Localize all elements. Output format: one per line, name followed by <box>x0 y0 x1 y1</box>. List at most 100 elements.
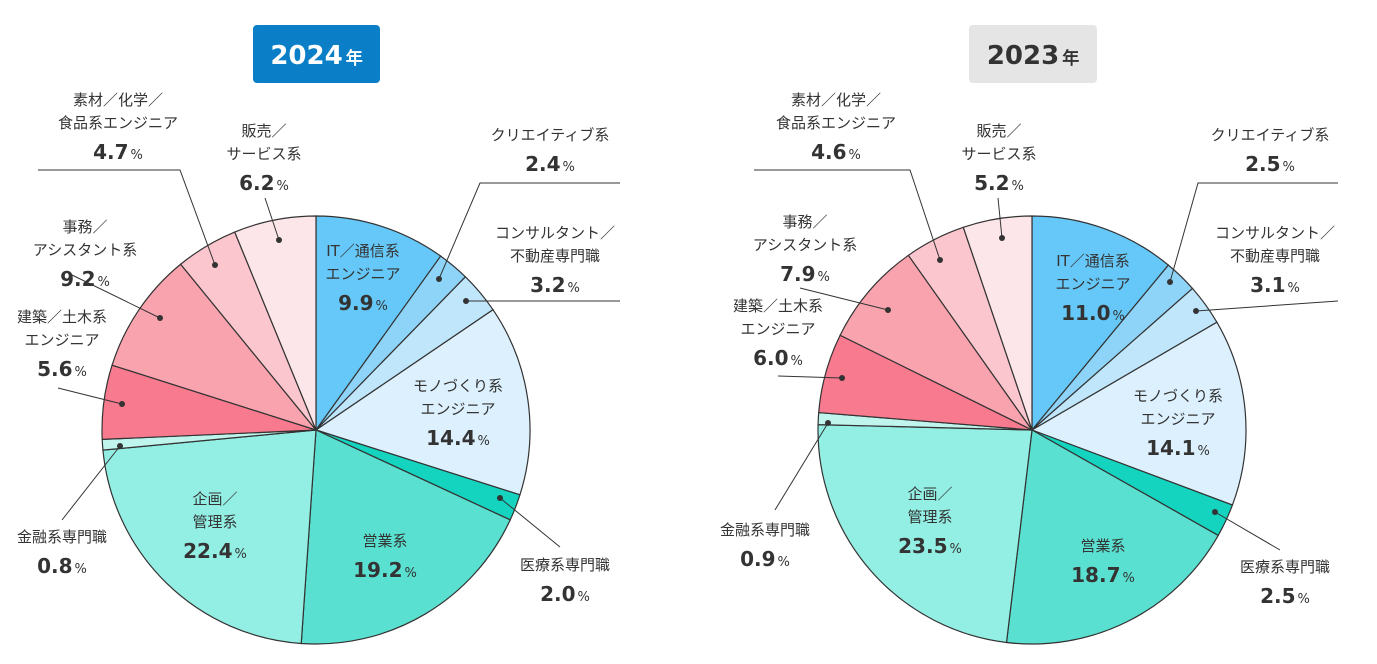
slice-value-it: 11.0% <box>1061 301 1125 325</box>
slice-label-office: 事務／ <box>782 213 827 231</box>
slice-label-monozukuri: モノづくり系 <box>413 377 503 395</box>
slice-label-medical: 医療系専門職 <box>520 556 610 574</box>
leader-dot <box>212 262 218 268</box>
pie-slice-monozukuri <box>314 308 531 496</box>
leader-dot <box>1193 308 1199 314</box>
slice-label-it: IT／通信系 <box>1056 252 1130 270</box>
leader-dot <box>463 298 469 304</box>
leader-dot <box>436 276 442 282</box>
slice-label-finance: 金融系専門職 <box>17 528 107 546</box>
leader-line <box>38 169 216 266</box>
slice-label-it: エンジニア <box>325 265 400 283</box>
slice-label-planning: 企画／ <box>907 485 952 503</box>
leader-dot <box>119 401 125 407</box>
year-badge <box>969 25 1097 83</box>
slice-label-planning: 管理系 <box>907 508 952 526</box>
slice-label-office: アシスタント系 <box>753 236 857 254</box>
slice-value-creative: 2.5% <box>1245 152 1295 176</box>
year-badge <box>253 25 380 83</box>
leader-line <box>777 375 843 379</box>
slice-value-construction: 5.6% <box>37 357 87 381</box>
slice-value-sales: 18.7% <box>1071 563 1135 587</box>
leader-line <box>71 274 161 319</box>
slice-value-materials: 4.6% <box>811 140 861 164</box>
slice-label-office: アシスタント系 <box>33 241 137 259</box>
pie-slice-office <box>111 263 318 432</box>
leader-line <box>1195 300 1339 312</box>
slice-value-materials: 4.7% <box>93 140 143 164</box>
slice-value-monozukuri: 14.4% <box>426 426 490 450</box>
slice-value-medical: 2.5% <box>1260 584 1310 608</box>
pie-slice-it <box>315 215 442 432</box>
leader-line <box>1214 511 1281 551</box>
slice-label-consulting: コンサルタント／ <box>1215 224 1335 242</box>
slice-label-monozukuri: エンジニア <box>1140 410 1215 428</box>
slice-label-construction: 建築／土木系 <box>17 308 107 326</box>
pie-slice-sales <box>300 429 511 645</box>
chart-title: 2023 年 <box>987 41 1079 71</box>
leader-dot <box>157 315 163 321</box>
leader-line <box>754 169 941 261</box>
leader-dot <box>937 257 943 263</box>
slice-label-materials: 素材／化学／ <box>73 91 163 109</box>
pie-slice-monozukuri <box>1030 321 1247 506</box>
pie-slice-retail <box>233 215 317 431</box>
slice-label-materials: 素材／化学／ <box>791 91 881 109</box>
leader-dot <box>885 307 891 313</box>
pie-slice-planning <box>102 429 317 645</box>
slice-value-office: 7.9% <box>780 262 830 286</box>
leader-dot <box>276 237 282 243</box>
slice-value-it: 9.9% <box>338 291 388 315</box>
slice-value-construction: 6.0% <box>753 346 803 370</box>
slice-label-creative: クリエイティブ系 <box>491 126 610 144</box>
slice-label-it: IT／通信系 <box>326 242 400 260</box>
slice-label-consulting: 不動産専門職 <box>510 247 600 265</box>
pie-slice-planning <box>817 424 1033 644</box>
slice-value-sales: 19.2% <box>353 558 417 582</box>
pie-slice-it <box>1031 215 1170 432</box>
leader-line <box>61 445 121 521</box>
slice-label-finance: 金融系専門職 <box>720 521 810 539</box>
slice-value-finance: 0.9% <box>740 547 790 571</box>
leader-line <box>264 197 280 241</box>
slice-label-office: 事務／ <box>62 218 107 236</box>
slice-label-medical: 医療系専門職 <box>1240 558 1330 576</box>
pie-slice-sales <box>1005 429 1220 645</box>
slice-label-planning: 管理系 <box>192 513 237 531</box>
slice-value-planning: 23.5% <box>898 534 962 558</box>
slice-value-office: 9.2% <box>60 267 110 291</box>
slice-label-consulting: コンサルタント／ <box>495 224 615 242</box>
slice-value-medical: 2.0% <box>540 582 590 606</box>
slice-value-consulting: 3.1% <box>1250 273 1300 297</box>
slice-label-materials: 食品系エンジニア <box>776 114 896 132</box>
leader-dot <box>825 420 831 426</box>
leader-line <box>1169 182 1338 283</box>
slice-value-retail: 5.2% <box>974 171 1024 195</box>
slice-value-finance: 0.8% <box>37 554 87 578</box>
slice-label-planning: 企画／ <box>192 490 237 508</box>
slice-label-construction: 建築／土木系 <box>733 297 823 315</box>
slice-label-retail: サービス系 <box>961 145 1036 163</box>
slice-label-sales: 営業系 <box>362 532 407 550</box>
slice-label-consulting: 不動産専門職 <box>1230 247 1320 265</box>
slice-label-retail: サービス系 <box>226 145 301 163</box>
pie-slice-retail <box>962 215 1033 431</box>
slice-value-creative: 2.4% <box>525 152 575 176</box>
slice-label-retail: 販売／ <box>976 122 1021 140</box>
leader-line <box>438 182 620 280</box>
slice-value-consulting: 3.2% <box>530 273 580 297</box>
leader-dot <box>1212 509 1218 515</box>
slice-value-retail: 6.2% <box>239 171 289 195</box>
leader-dot <box>999 235 1005 241</box>
slice-label-construction: エンジニア <box>740 320 815 338</box>
slice-label-retail: 販売／ <box>241 122 286 140</box>
chart-title: 2024 年 <box>270 41 362 71</box>
slice-value-monozukuri: 14.1% <box>1146 436 1210 460</box>
slice-label-monozukuri: モノづくり系 <box>1133 387 1223 405</box>
leader-line <box>499 497 561 548</box>
slice-value-planning: 22.4% <box>183 539 247 563</box>
leader-dot <box>839 375 845 381</box>
